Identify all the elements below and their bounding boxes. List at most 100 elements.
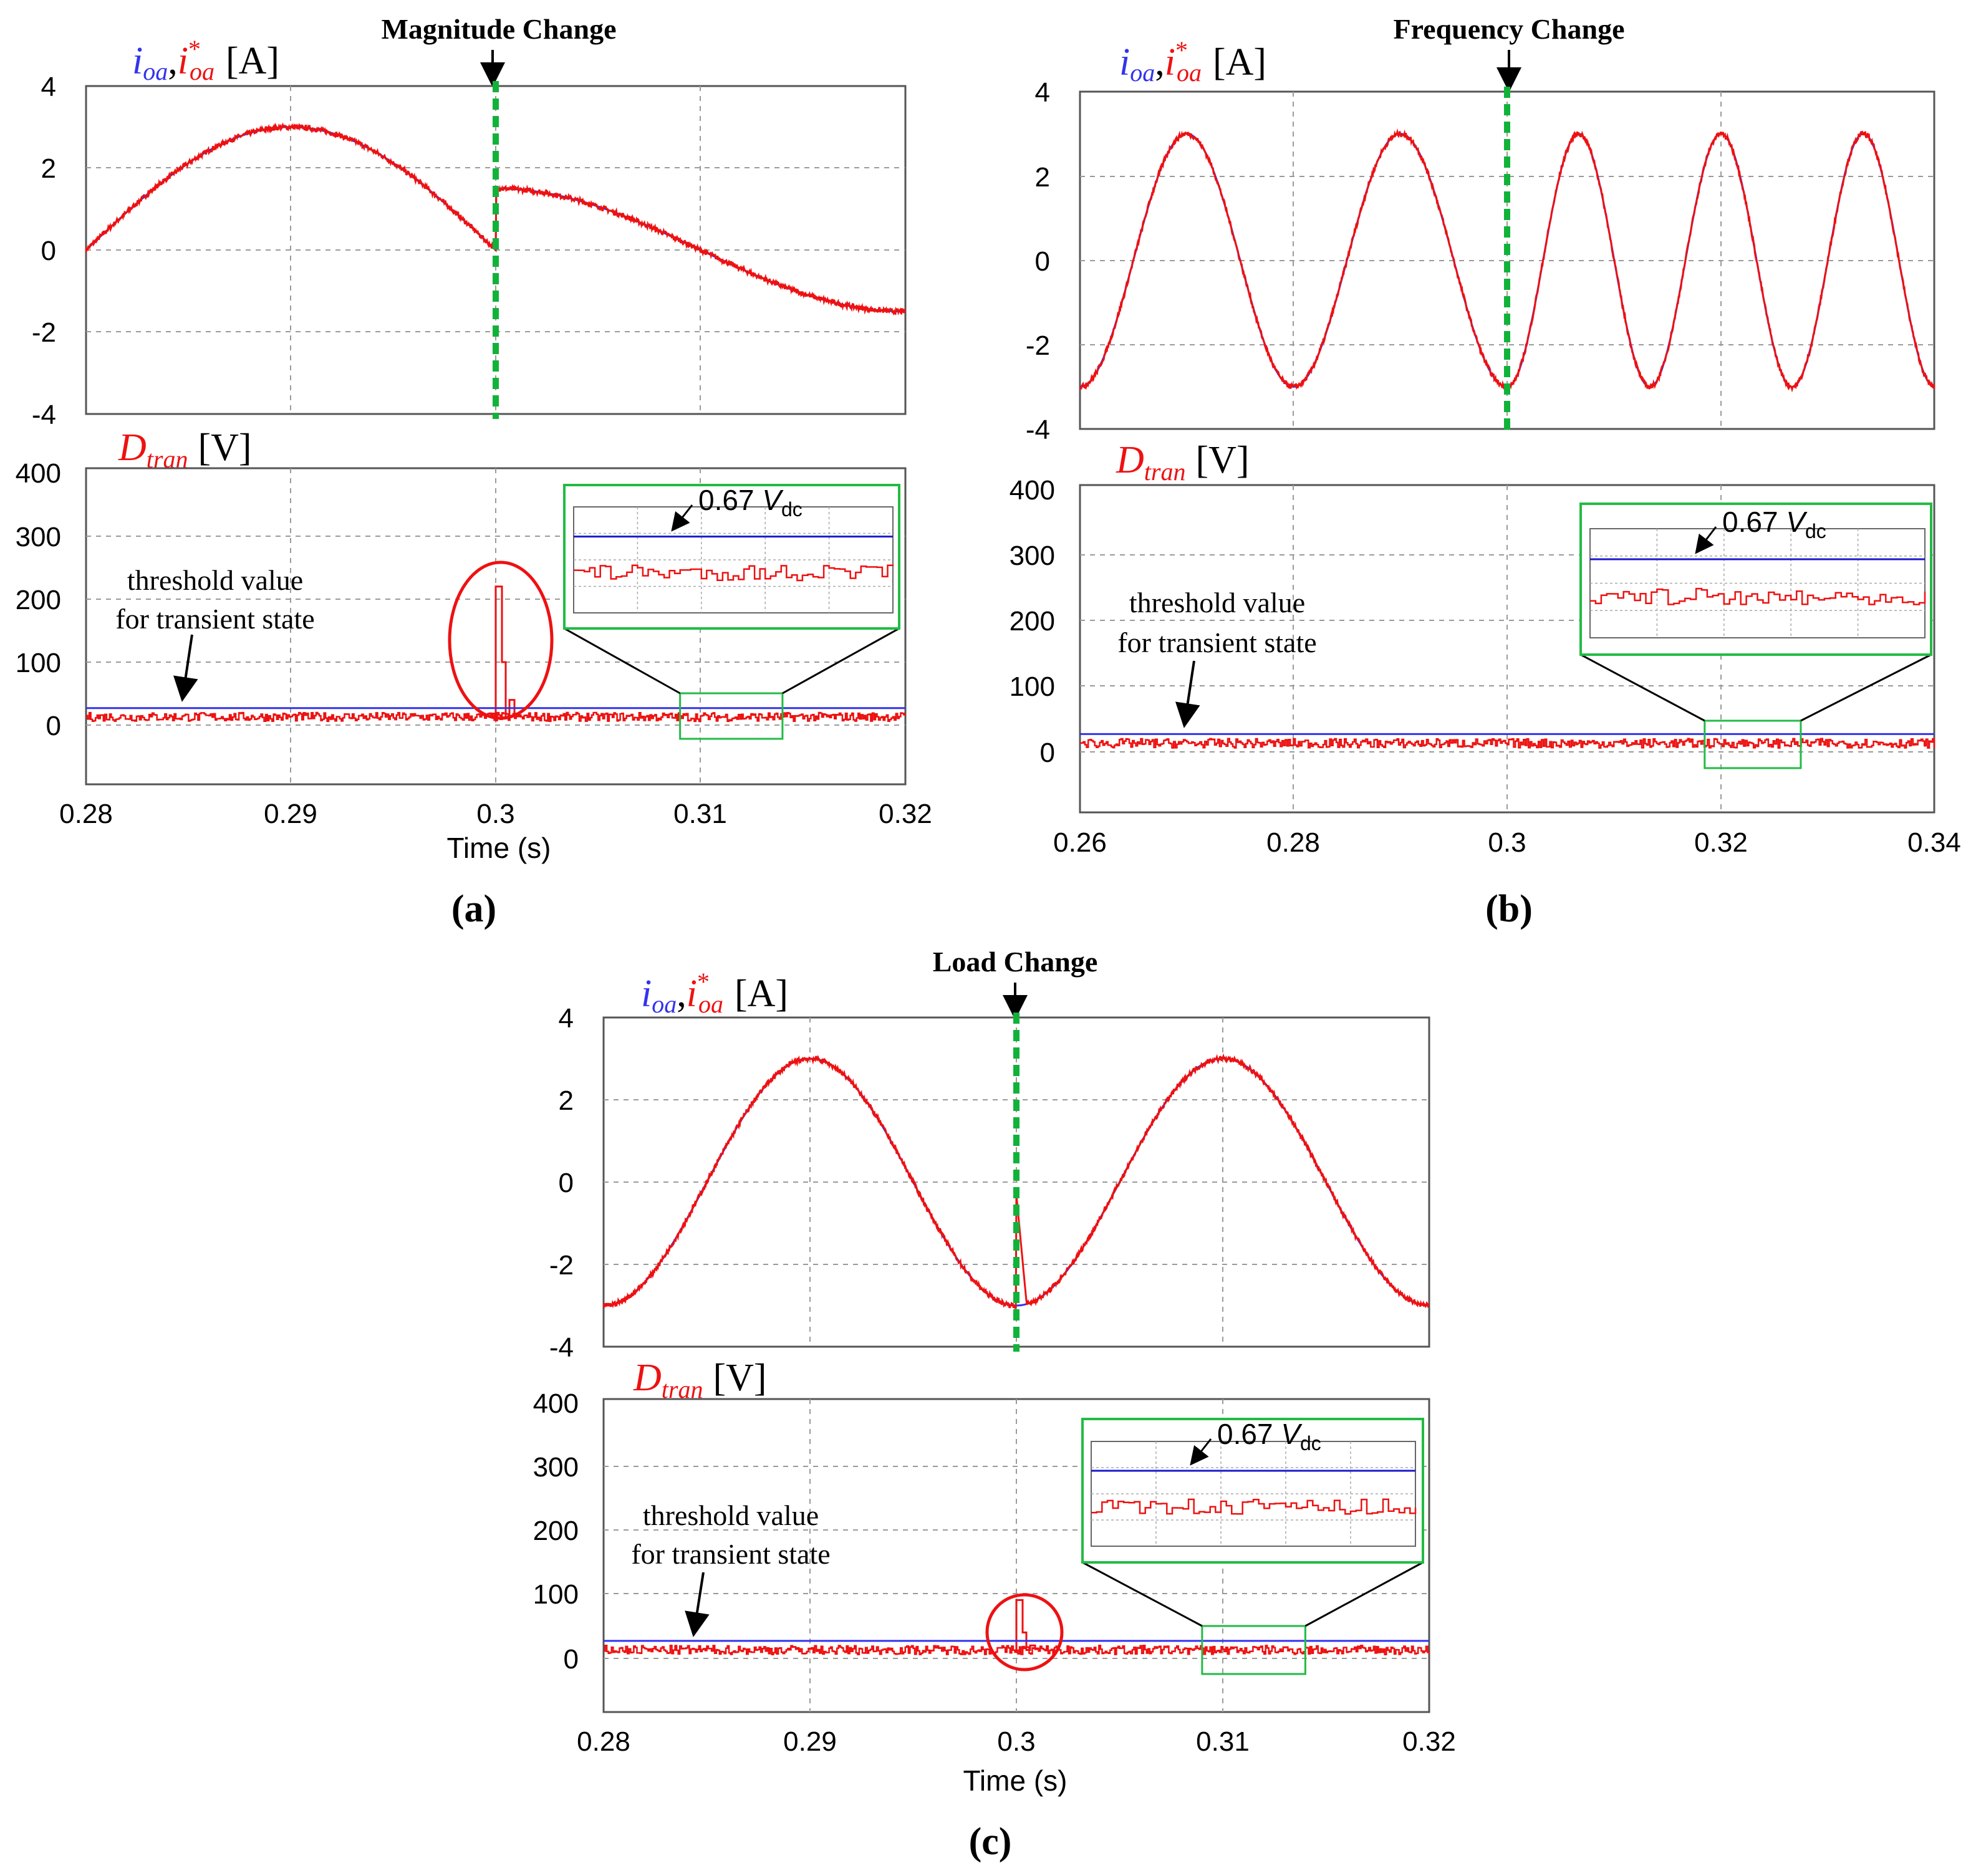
zoom-connector [1580,653,1705,722]
panel-b: Frequency Change ioa,i* oa [A] 4 2 0 -2 -4 Dtr… [1010,13,1961,930]
current-axis-label: ioa,i* oa [A] [132,35,279,85]
y-tick-label: -2 [549,1250,574,1281]
x-axis-label: Time (s) [447,832,551,864]
inset-dtran-series [574,564,894,582]
x-tick-label: 0.28 [577,1726,630,1757]
dtran-spike [494,585,516,718]
current-axis-label: ioa,i* oa [A] [641,968,788,1018]
inset-dtran-series [1091,1498,1417,1515]
annotation-arrow [1175,660,1200,728]
y-tick-label: 4 [559,1003,574,1034]
x-tick-label: 0.31 [1196,1726,1250,1757]
panel-c: Load Change ioa,i* oa [A] 4 2 0 -2 -4 Dtran [V]… [533,946,1456,1863]
zoom-connector [1082,1561,1203,1627]
vdc-label: 0.67 Vdc [698,484,803,521]
current-plot: 4 2 0 -2 -4 [549,1003,1430,1363]
zoom-window [679,692,784,740]
x-tick-label: 0.31 [673,799,727,829]
x-tick-label: 0.3 [476,799,514,829]
y-tick-label: 400 [533,1388,579,1419]
current-plot: 4 2 0 -2 -4 [1026,77,1935,445]
x-tick-label: 0.32 [879,799,932,829]
threshold-annotation-line1: threshold value [127,564,303,596]
y-tick-label: 200 [533,1516,579,1546]
dtran-series [86,711,907,723]
y-tick-label: 400 [16,458,61,489]
y-tick-label: 2 [1035,162,1050,193]
zoom-inset [1579,503,1932,769]
zoom-connector [564,627,681,695]
dtran-axis-label: Dtran [V] [118,426,252,473]
x-tick-label: 0.28 [59,799,113,829]
x-tick-label: 0.32 [1402,1726,1456,1757]
y-tick-label: 0 [46,711,61,741]
y-tick-label: 2 [41,153,56,184]
zoom-connector [1304,1561,1424,1627]
zoom-inset [563,484,900,740]
y-tick-label: -4 [549,1332,574,1363]
threshold-annotation-line2: for transient state [1117,627,1316,658]
y-tick-label: 100 [533,1579,579,1610]
annotation-arrow [685,1572,710,1637]
x-axis-label: Time (s) [963,1764,1068,1797]
y-tick-label: 0 [564,1644,579,1675]
event-title: Load Change [933,946,1098,978]
vdc-arrow [1695,526,1717,554]
y-tick-label: -4 [32,400,56,430]
panel-a: Magnitude Change ioa,i* oa [A] 4 2 0 -2 -4 Dtr… [16,13,932,930]
zoom-inset [1081,1418,1424,1675]
y-tick-label: 200 [1010,606,1055,637]
y-tick-label: 100 [16,648,61,678]
panel-label: (a) [451,888,496,930]
panel-label: (b) [1485,888,1533,930]
y-tick-label: 0 [1035,246,1050,277]
series-istar-_oa [85,122,906,316]
current-plot: 4 2 0 -2 -4 [32,72,907,430]
dtran-series [604,1644,1430,1655]
y-tick-label: -2 [1026,330,1050,361]
vdc-label: 0.67 Vdc [1217,1418,1321,1455]
threshold-annotation-line1: threshold value [643,1499,819,1531]
x-tick-label: 0.34 [1907,827,1961,858]
event-title: Magnitude Change [382,13,617,45]
dtran-axis-label: Dtran [V] [1116,439,1250,486]
x-tick-label: 0.3 [997,1726,1035,1757]
x-tick-label: 0.29 [783,1726,837,1757]
y-tick-label: -2 [32,317,56,348]
y-tick-label: 300 [16,522,61,552]
y-tick-label: 400 [1010,475,1055,506]
inset-dtran-series [1590,587,1926,605]
y-tick-label: 200 [16,585,61,615]
zoom-connector [782,627,900,695]
y-tick-label: -4 [1026,415,1050,445]
transient-highlight-circle [985,1593,1064,1672]
vdc-arrow [1190,1438,1212,1466]
y-tick-label: 4 [1035,77,1050,108]
annotation-arrow [173,634,198,702]
y-tick-label: 100 [1010,671,1055,702]
y-tick-label: 4 [41,72,56,102]
transient-highlight-circle [448,560,554,720]
dtran-axis-label: Dtran [V] [633,1357,767,1403]
y-tick-label: 300 [1010,541,1055,571]
threshold-annotation-line2: for transient state [115,603,314,635]
y-tick-label: 0 [41,236,56,266]
x-tick-label: 0.26 [1053,827,1107,858]
x-tick-label: 0.29 [264,799,317,829]
x-tick-label: 0.32 [1694,827,1748,858]
x-tick-label: 0.28 [1266,827,1320,858]
vdc-arrow [671,504,693,532]
panel-label: (c) [969,1821,1012,1863]
y-tick-label: 300 [533,1452,579,1483]
y-tick-label: 0 [559,1168,574,1198]
dtran-series [1080,738,1935,749]
zoom-window [1201,1625,1306,1675]
x-tick-label: 0.3 [1488,827,1526,858]
zoom-window [1704,719,1802,769]
threshold-annotation-line2: for transient state [631,1538,830,1570]
threshold-annotation-line1: threshold value [1129,587,1305,618]
event-title: Frequency Change [1394,13,1625,45]
vdc-label: 0.67 Vdc [1722,506,1826,542]
y-tick-label: 2 [559,1085,574,1116]
